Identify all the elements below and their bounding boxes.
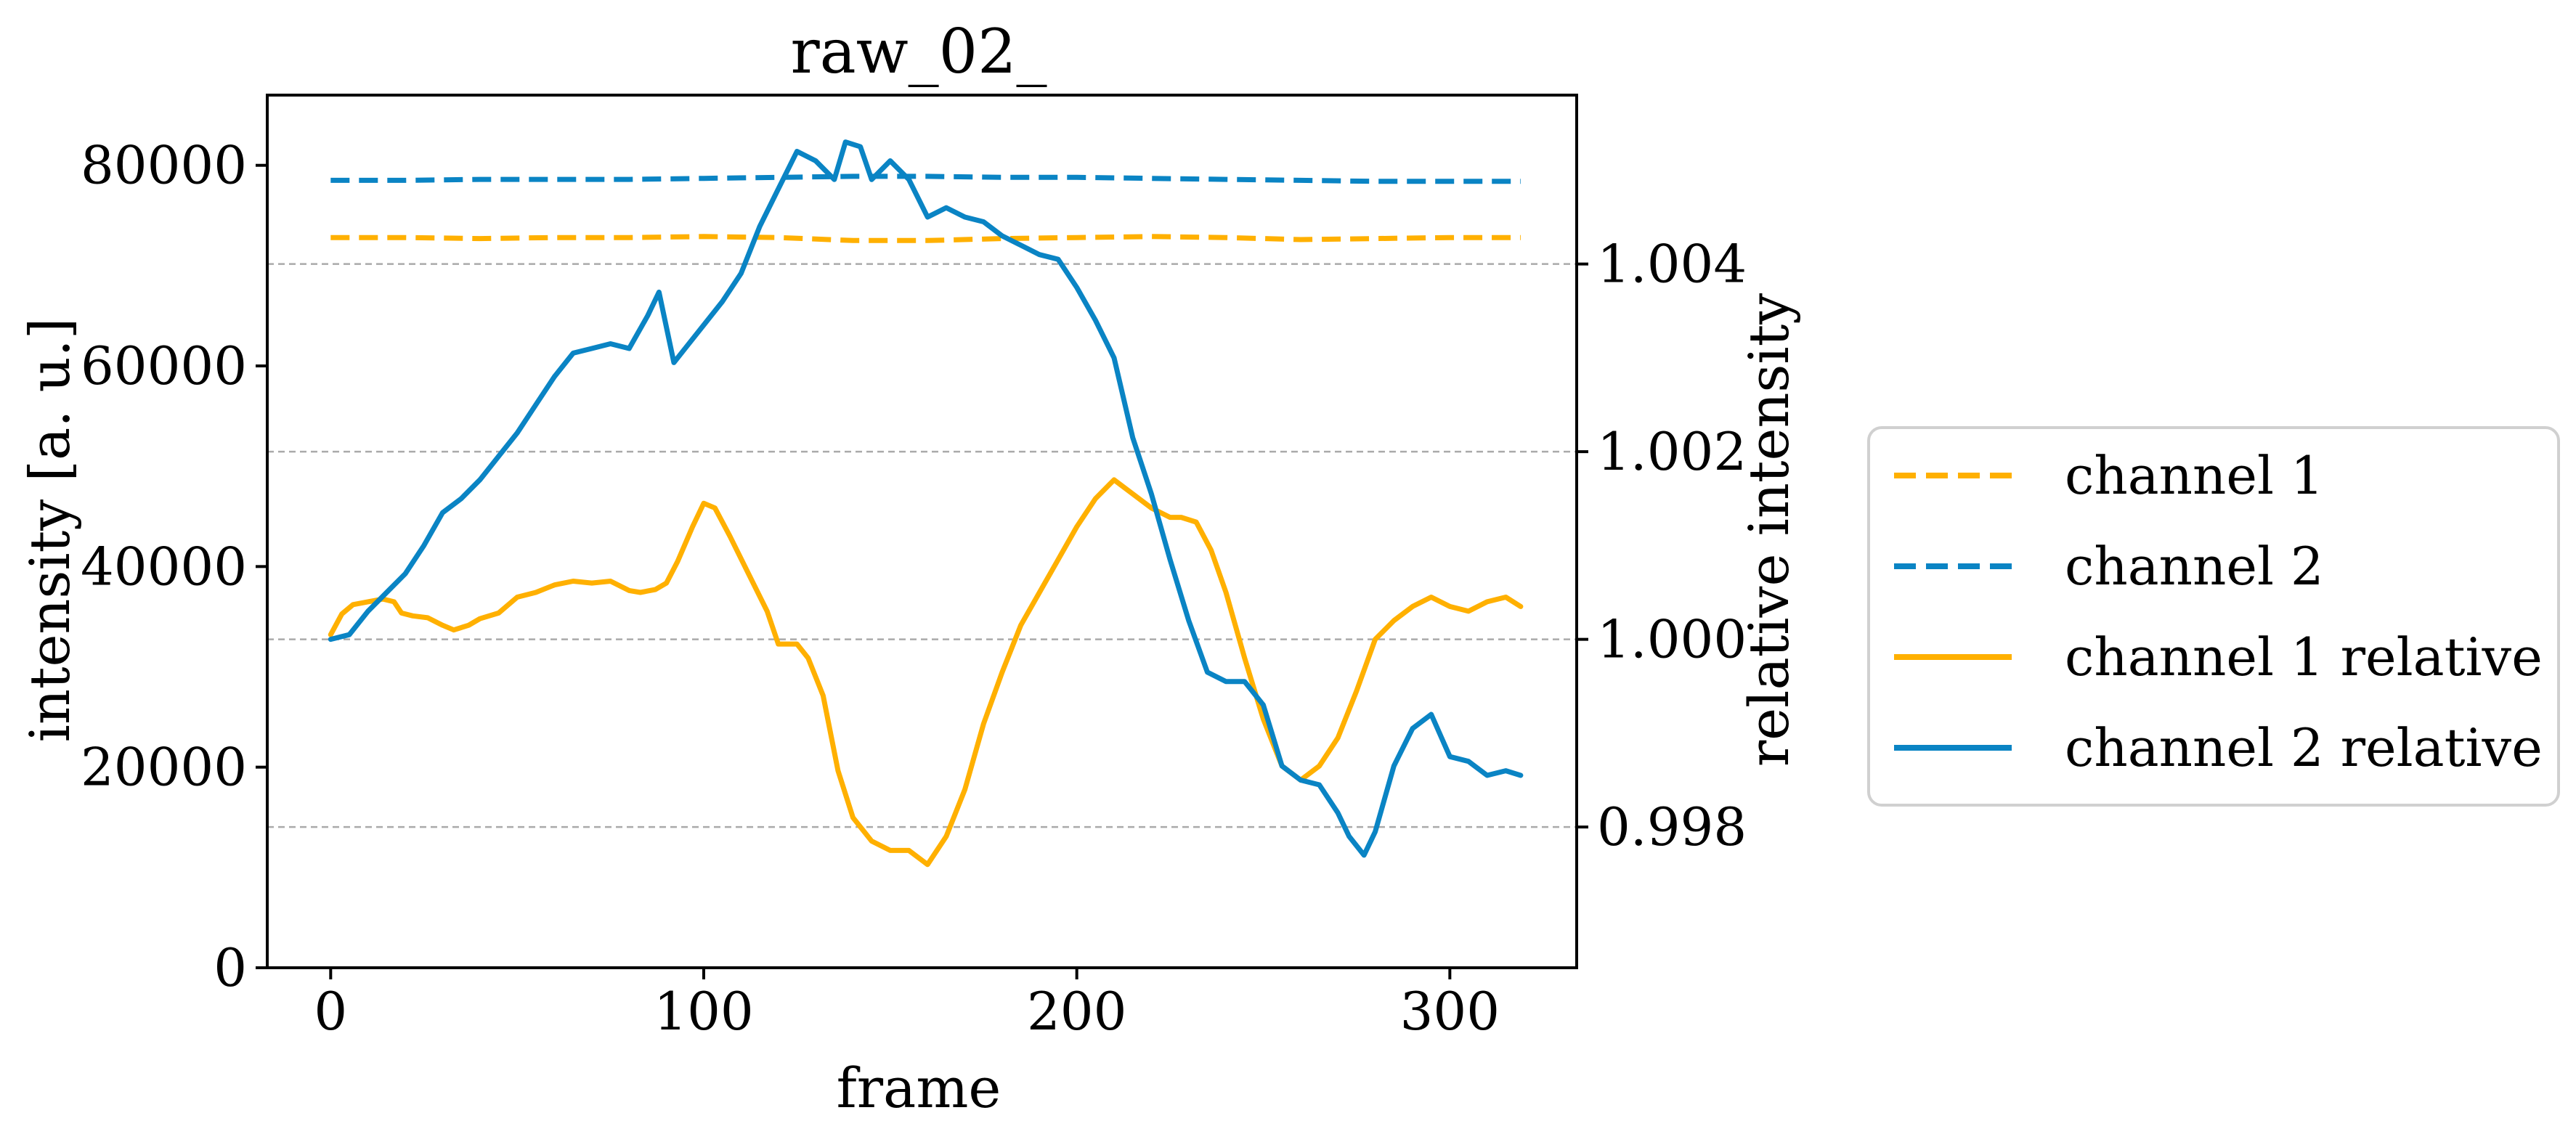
x-tick-label-0: 0 <box>314 981 347 1042</box>
y-tick-label-0: 0 <box>214 937 247 998</box>
y2-tick-label-0: 0.998 <box>1597 796 1747 857</box>
plot-frame <box>266 94 1578 969</box>
y-axis-label: intensity [a. u.] <box>17 318 82 743</box>
legend-label-channel1: channel 1 <box>2065 445 2324 506</box>
y2-tick-label-1: 1.000 <box>1597 609 1747 670</box>
x-axis: 0 100 200 300 <box>314 968 1500 1042</box>
chart-title: raw_02_ <box>790 16 1047 87</box>
legend: channel 1 channel 2 channel 1 relative c… <box>1867 426 2560 807</box>
x-tick-label-1: 100 <box>654 981 753 1042</box>
y2-tick-label-3: 1.004 <box>1597 234 1747 295</box>
legend-label-channel2: channel 2 <box>2065 536 2324 597</box>
x-axis-label: frame <box>837 1056 1001 1120</box>
y2-tick-label-2: 1.002 <box>1597 421 1747 482</box>
y-axis-right-label: relative intensity <box>1736 293 1801 767</box>
series-line-channel-1 <box>330 234 1521 243</box>
y-tick-label-1: 20000 <box>81 737 247 798</box>
grid-lines <box>267 263 1577 828</box>
series-line-channel-1-relative <box>328 477 1524 868</box>
series-line-channel-2-relative <box>328 139 1524 858</box>
series-lines <box>328 139 1524 868</box>
legend-frame <box>1867 426 2560 807</box>
legend-label-channel2-relative: channel 2 relative <box>2065 717 2543 778</box>
y-axis-left: 0 20000 40000 60000 80000 <box>81 135 267 998</box>
y-tick-label-2: 40000 <box>81 536 247 597</box>
x-tick-label-2: 200 <box>1027 981 1126 1042</box>
y-tick-label-3: 60000 <box>81 335 247 396</box>
legend-label-channel1-relative: channel 1 relative <box>2065 627 2543 688</box>
series-line-channel-2 <box>330 174 1521 184</box>
x-tick-label-3: 300 <box>1400 981 1500 1042</box>
y-axis-right: 0.998 1.000 1.002 1.004 <box>1577 234 1747 857</box>
y-tick-label-4: 80000 <box>81 135 247 196</box>
